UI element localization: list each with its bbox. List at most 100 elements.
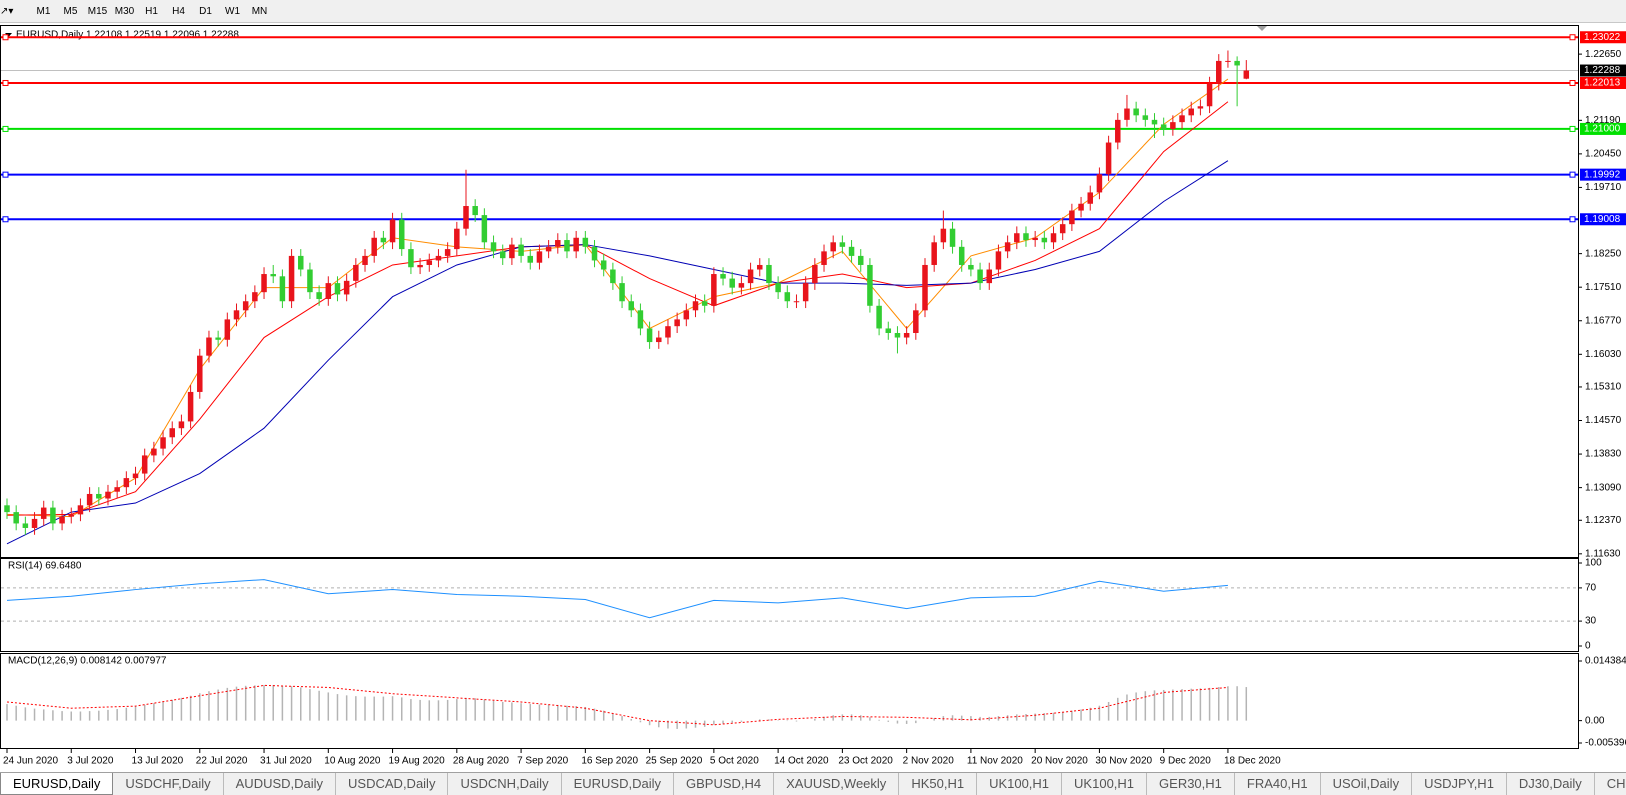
timeframe-button[interactable]: H1 (145, 5, 158, 17)
chart-tab[interactable]: DJ30,Daily (1507, 773, 1595, 795)
y-tick-label: 0.014384 (1585, 656, 1626, 667)
chart-tab[interactable]: EURUSD,Daily (562, 773, 674, 795)
candle-body (867, 264, 873, 306)
level-price-label: 1.21000 (1584, 124, 1621, 135)
candle-body (940, 228, 947, 243)
candle-body (1124, 108, 1130, 120)
candle-body (665, 326, 671, 338)
candle-body (958, 246, 965, 265)
chart-tab[interactable]: USOil,Daily (1321, 773, 1413, 795)
candle-body (545, 246, 552, 252)
timeframe-button[interactable]: M30 (114, 5, 135, 17)
chart-tab[interactable]: XAUUSD,Weekly (774, 773, 900, 795)
candle-body (1032, 237, 1038, 241)
timeframe-button[interactable]: W1 (225, 5, 240, 17)
candle-body (463, 206, 469, 229)
x-tick-label: 24 Jun 2020 (3, 756, 58, 767)
level-handle (2, 34, 9, 41)
signal-line (6, 684, 1228, 726)
level-handle (1569, 125, 1576, 132)
x-tick-label: 16 Sep 2020 (581, 756, 638, 767)
chart-tab[interactable]: USDCNH,Daily (448, 773, 562, 795)
last-price-box (1580, 64, 1626, 77)
candle-body (922, 264, 928, 311)
candle-body (720, 274, 726, 279)
candle-body (454, 228, 460, 250)
candle-body (876, 305, 882, 329)
y-tick-label: 1.20450 (1585, 149, 1622, 160)
chart-tab[interactable]: FRA40,H1 (1235, 773, 1321, 795)
candle-body (270, 274, 276, 277)
candle-body (1004, 242, 1011, 252)
x-tick-label: 18 Dec 2020 (1224, 756, 1281, 767)
chart-tab[interactable]: AUDUSD,Daily (224, 773, 337, 795)
chart-tab[interactable]: CHINA300,H1 (1595, 773, 1626, 795)
candle-body (1142, 115, 1149, 120)
x-tick-label: 19 Aug 2020 (389, 756, 446, 767)
candle-body (86, 493, 93, 506)
macd-panel (0, 653, 1579, 749)
candle-body (913, 310, 919, 333)
candle-body (178, 421, 185, 429)
y-tick-label: 1.17510 (1585, 282, 1622, 293)
candle-body (40, 507, 47, 519)
timeframe-button[interactable]: M1 (36, 5, 51, 17)
chart-tab[interactable]: USDCAD,Daily (336, 773, 449, 795)
chart-tab[interactable]: UK100,H1 (1062, 773, 1148, 795)
candle-body (1069, 210, 1075, 225)
candle-body (1243, 70, 1250, 79)
toolbar: ↗▾ M1 M5 M15 M30 H1 H4 D1 W1 MN (0, 0, 1626, 23)
candle-body (775, 283, 781, 293)
level-handle (2, 79, 9, 86)
level-price-label: 1.19008 (1584, 214, 1621, 225)
chart-tab[interactable]: USDCHF,Daily (113, 773, 224, 795)
candle-body (426, 260, 433, 265)
candle-body (839, 242, 846, 247)
chart-tab[interactable]: USDJPY,H1 (1412, 773, 1507, 795)
y-tick-label: 70 (1585, 583, 1597, 594)
level-handle (2, 171, 9, 178)
timeframe-button[interactable]: D1 (199, 5, 212, 17)
y-tick-label: 1.16770 (1585, 315, 1622, 326)
candle-body (307, 269, 313, 293)
chart-tab[interactable]: EURUSD,Daily (0, 773, 114, 795)
candle-body (380, 237, 387, 243)
candle-body (894, 332, 901, 338)
tool-icon[interactable]: ↗▾ (0, 5, 14, 17)
rsi-title: RSI(14) 69.6480 (8, 561, 82, 572)
candle-body (288, 255, 295, 302)
candle-body (628, 301, 634, 311)
timeframe-button[interactable]: M15 (87, 5, 108, 17)
candle-body (757, 264, 763, 270)
tab-bar: EURUSD,Daily USDCHF,Daily AUDUSD,Daily USDC… (0, 772, 1626, 795)
timeframe-button[interactable]: M5 (63, 5, 78, 17)
x-tick-label: 13 Jul 2020 (132, 756, 184, 767)
candle-body (1105, 142, 1112, 175)
chart-tab[interactable]: GBPUSD,H4 (674, 773, 775, 795)
candle-body (766, 264, 772, 284)
chart-tab[interactable]: UK100,H1 (977, 773, 1063, 795)
candle-body (105, 491, 111, 499)
chart-tab[interactable]: GER30,H1 (1147, 773, 1235, 795)
level-handle (2, 216, 9, 223)
timeframe-button[interactable]: MN (251, 5, 268, 17)
candle-body (1050, 233, 1057, 243)
timeframe-button[interactable]: H4 (172, 5, 185, 17)
candle-body (885, 328, 892, 333)
candle-body (1197, 106, 1204, 109)
x-tick-label: 31 Jul 2020 (260, 756, 312, 767)
candle-body (472, 206, 478, 216)
y-tick-label: 100 (1585, 558, 1602, 569)
candle-body (1059, 224, 1066, 234)
chart-tab[interactable]: HK50,H1 (899, 773, 978, 795)
x-tick-label: 25 Sep 2020 (646, 756, 703, 767)
candle-body (408, 249, 414, 268)
level-price-box (1580, 168, 1626, 181)
x-tick-label: 3 Jul 2020 (67, 756, 114, 767)
level-handle (1569, 79, 1576, 86)
y-tick-label: 1.16030 (1585, 349, 1622, 360)
candle-body (701, 301, 708, 306)
candle-body (802, 283, 809, 302)
level-price-box (1580, 213, 1626, 226)
